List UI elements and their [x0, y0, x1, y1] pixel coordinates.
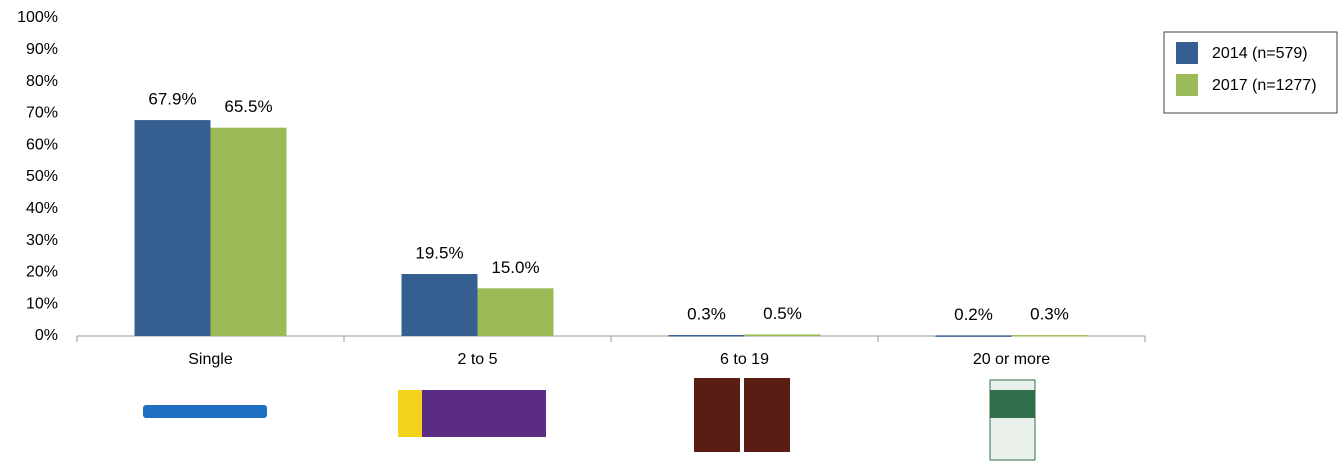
- legend-label: 2017 (n=1277): [1212, 77, 1317, 94]
- pack-image: [694, 378, 740, 452]
- legend-label: 2014 (n=579): [1212, 45, 1308, 62]
- cigar-image: [143, 405, 267, 418]
- y-tick-label: 90%: [26, 41, 58, 58]
- y-tick-label: 60%: [26, 136, 58, 153]
- value-label: 0.3%: [687, 305, 726, 324]
- value-label: 67.9%: [148, 90, 196, 109]
- bar: [210, 127, 287, 337]
- legend-swatch: [1176, 74, 1198, 96]
- value-label: 15.0%: [491, 258, 539, 277]
- y-tick-label: 70%: [26, 105, 58, 122]
- bar: [401, 273, 478, 336]
- bar: [668, 335, 745, 337]
- bar: [477, 288, 554, 336]
- y-tick-label: 80%: [26, 73, 58, 90]
- x-tick-label: 6 to 19: [720, 351, 769, 368]
- bar: [1011, 335, 1088, 337]
- y-tick-label: 20%: [26, 264, 58, 281]
- y-tick-label: 50%: [26, 168, 58, 185]
- bar: [744, 334, 821, 336]
- pack-image: [398, 390, 546, 437]
- pack-image: [744, 378, 790, 452]
- y-tick-label: 10%: [26, 295, 58, 312]
- value-label: 0.5%: [763, 304, 802, 323]
- bar: [134, 120, 211, 336]
- pack-image-label: [398, 390, 422, 437]
- value-label: 0.3%: [1030, 305, 1069, 324]
- value-label: 65.5%: [224, 97, 272, 116]
- y-tick-label: 30%: [26, 232, 58, 249]
- box-image-band: [990, 390, 1035, 418]
- y-tick-label: 40%: [26, 200, 58, 217]
- bar: [935, 335, 1012, 337]
- x-tick-label: 20 or more: [973, 351, 1050, 368]
- y-tick-label: 0%: [35, 327, 58, 344]
- legend-swatch: [1176, 42, 1198, 64]
- product-images: [143, 378, 1036, 461]
- y-tick-label: 100%: [17, 9, 58, 26]
- value-label: 0.2%: [954, 305, 993, 324]
- value-label: 19.5%: [415, 243, 463, 262]
- x-tick-label: 2 to 5: [457, 351, 497, 368]
- x-tick-label: Single: [188, 351, 233, 368]
